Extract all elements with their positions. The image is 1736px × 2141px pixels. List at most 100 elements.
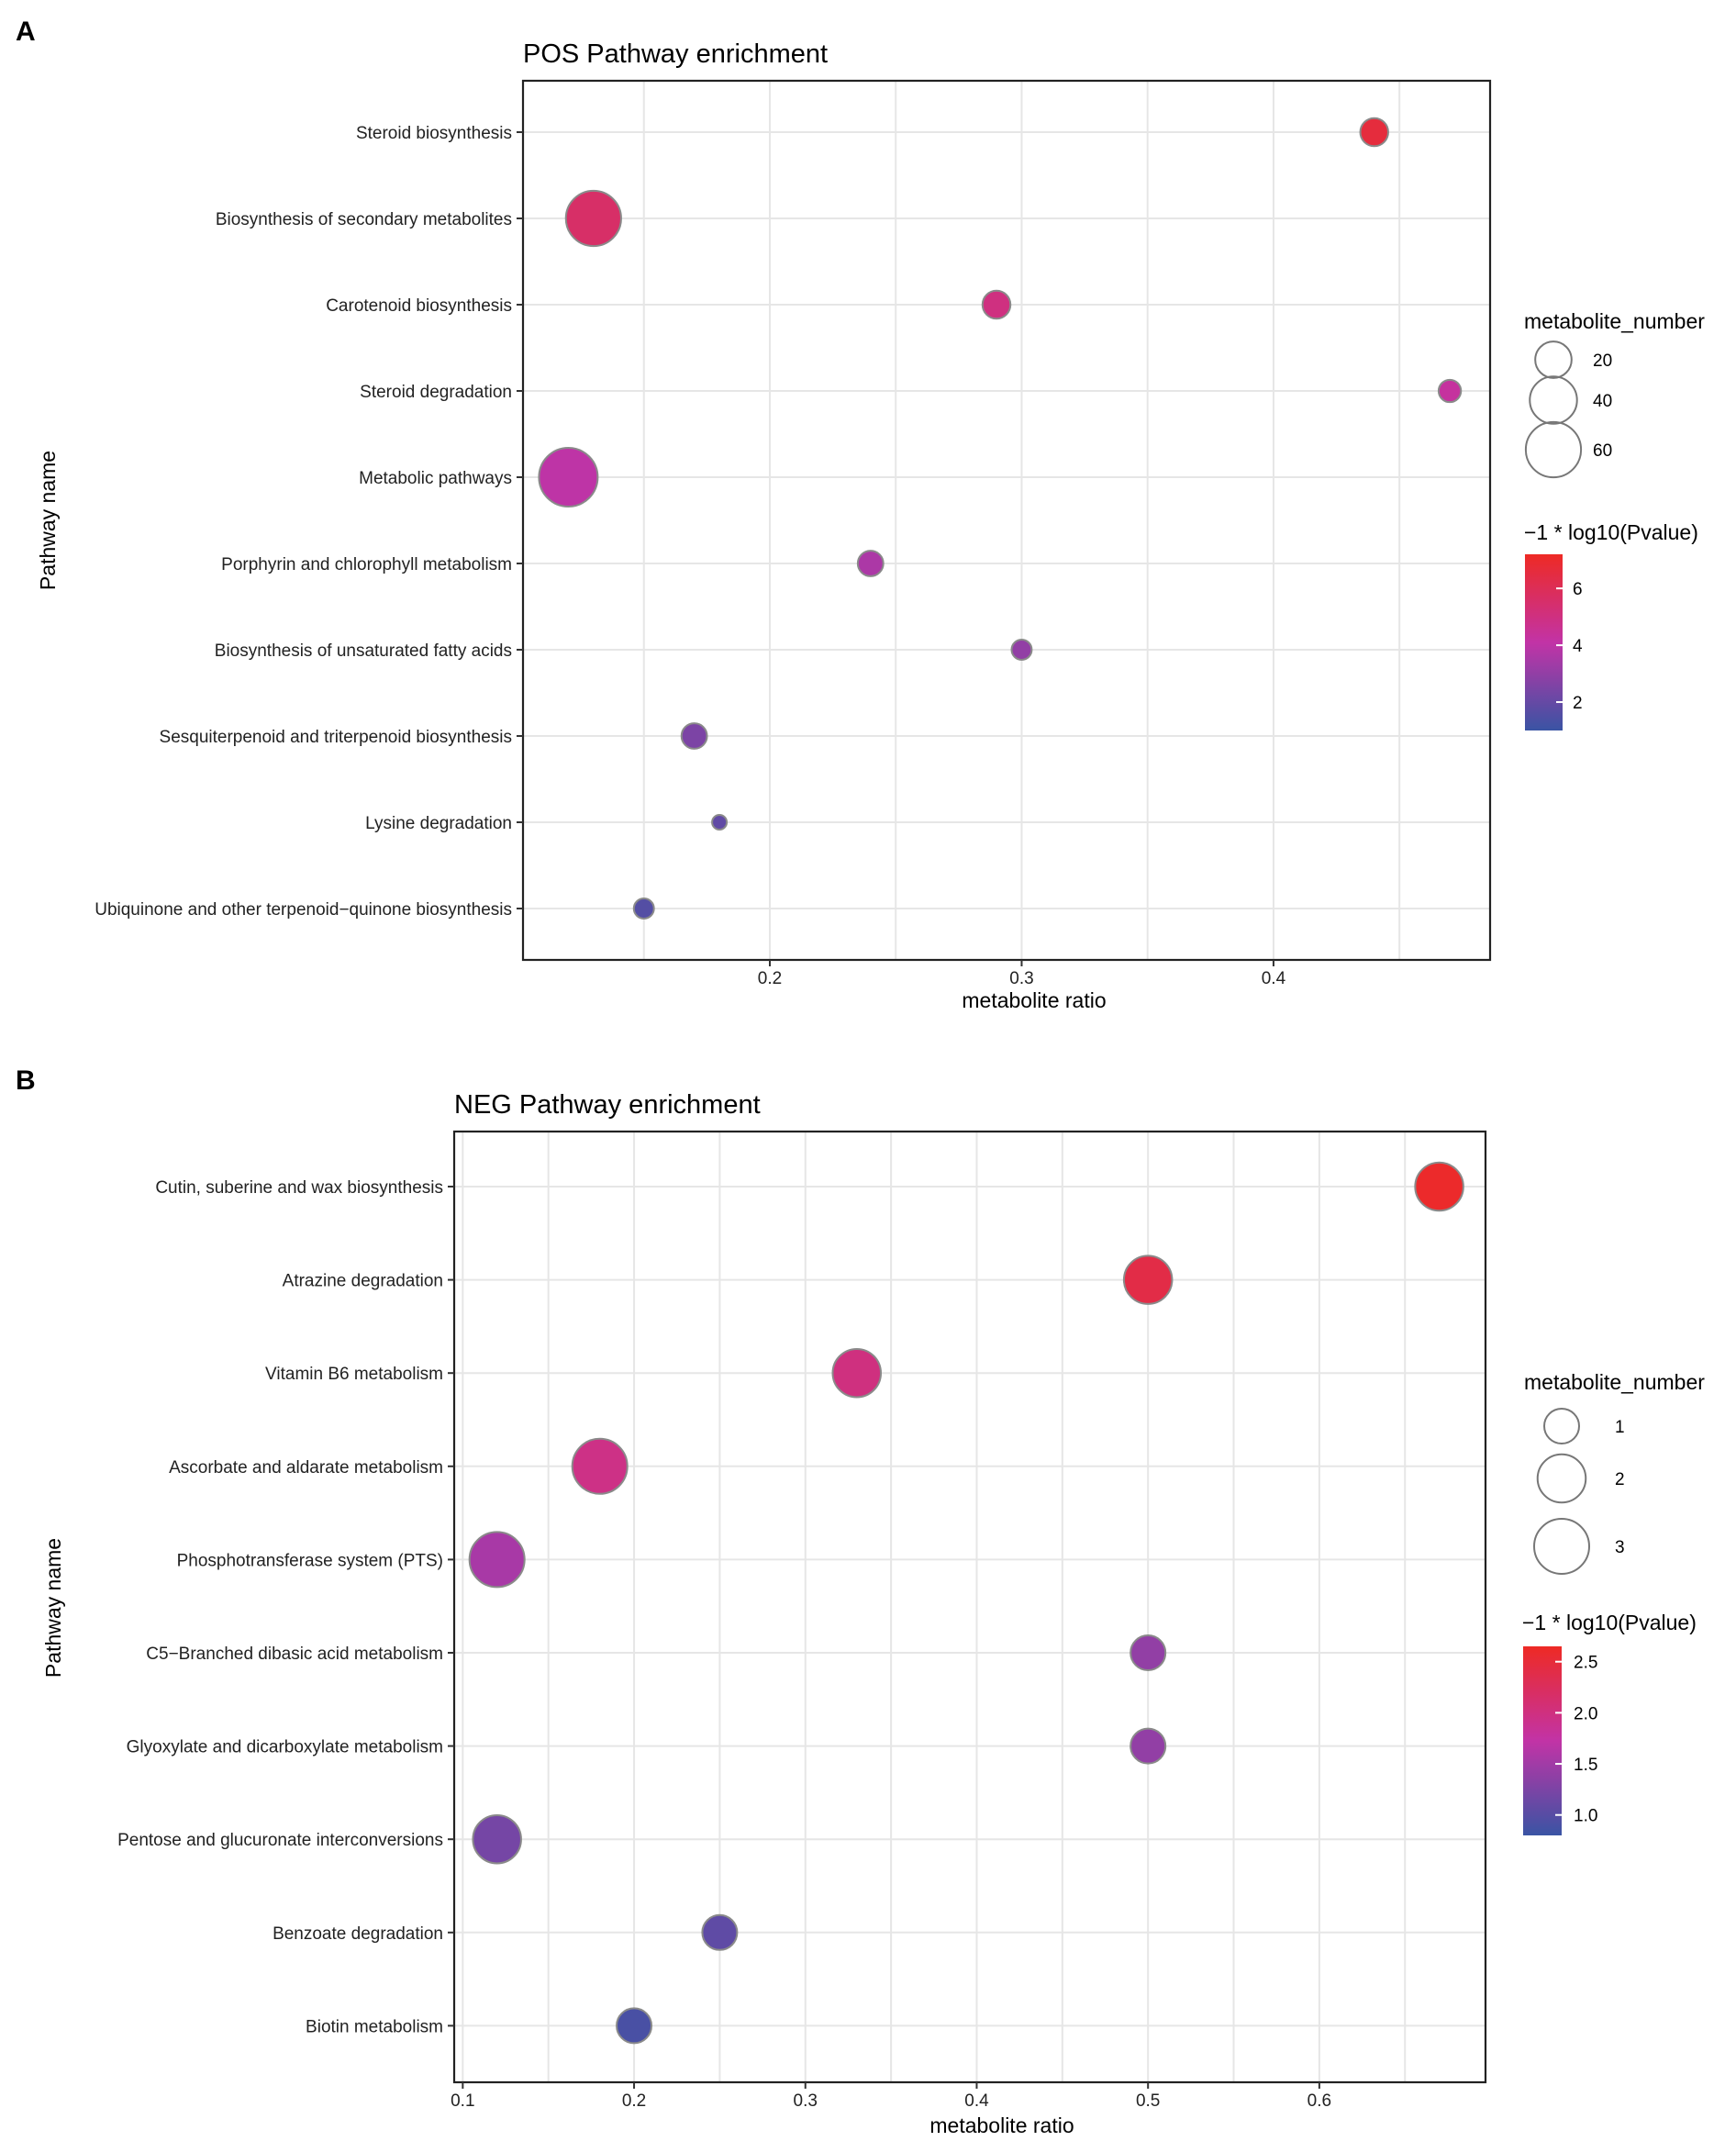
colorbar-tick-label: 2.5 <box>1574 1654 1597 1673</box>
panel-letter-b: B <box>16 1065 36 1096</box>
data-point <box>1122 1254 1174 1305</box>
colorbar-tick-label: 6 <box>1573 580 1583 599</box>
plot-border-b <box>452 1130 1487 2084</box>
x-tick-label: 0.4 <box>1262 969 1286 988</box>
grid-a <box>523 81 1490 960</box>
y-tick-label: Pentose and glucuronate interconversions <box>117 1831 443 1850</box>
x-tick-label: 0.2 <box>622 2091 646 2111</box>
data-point <box>701 1913 739 1951</box>
x-tick-label: 0.2 <box>758 969 782 988</box>
data-point <box>1414 1161 1464 1212</box>
x-tick-label: 0.4 <box>964 2091 989 2111</box>
data-point <box>856 550 885 577</box>
data-point <box>1359 117 1389 148</box>
y-tick-label: Lysine degradation <box>365 814 512 833</box>
points-b <box>468 1161 1464 2045</box>
chart-title-b: NEG Pathway enrichment <box>454 1090 761 1120</box>
y-tick-label: Sesquiterpenoid and triterpenoid biosynt… <box>160 728 512 747</box>
data-point <box>564 189 622 248</box>
data-point <box>1437 378 1463 404</box>
y-tick-label: Atrazine degradation <box>283 1272 443 1291</box>
data-point <box>616 2007 653 2045</box>
data-point <box>831 1347 883 1399</box>
colorbar-tick-label: 4 <box>1573 637 1583 656</box>
size-legend-label: 1 <box>1615 1418 1625 1437</box>
y-tick-label: Steroid biosynthesis <box>356 124 512 143</box>
size-legend-label: 20 <box>1593 351 1612 371</box>
colorbar-tick-label: 2 <box>1573 694 1583 713</box>
colorbar-tick-label: 1.0 <box>1574 1807 1597 1826</box>
y-tick-label: Carotenoid biosynthesis <box>326 296 512 316</box>
color-legend-a: −1 * log10(Pvalue) 6 4 2 <box>1524 520 1698 730</box>
y-axis-title-a: Pathway name <box>36 451 60 590</box>
data-point <box>632 898 655 920</box>
x-axis-b: 0.1 0.2 0.3 0.4 0.5 0.6 <box>451 2082 1331 2111</box>
x-tick-label: 0.5 <box>1136 2091 1160 2111</box>
points-a <box>538 117 1463 920</box>
size-legend-label: 60 <box>1593 441 1612 461</box>
size-legend-label: 3 <box>1615 1538 1625 1557</box>
x-tick-label: 0.6 <box>1308 2091 1331 2111</box>
x-tick-label: 0.1 <box>451 2091 474 2111</box>
y-tick-label: Benzoate degradation <box>273 1924 443 1944</box>
size-legend-items-a: 20 40 60 <box>1524 340 1612 479</box>
data-point <box>981 289 1012 320</box>
y-tick-label: Biotin metabolism <box>306 2017 443 2036</box>
x-axis-title-a: metabolite ratio <box>962 988 1106 1012</box>
color-legend-b: −1 * log10(Pvalue) 2.5 2.0 1.5 1.0 <box>1522 1611 1697 1835</box>
y-tick-label: Metabolic pathways <box>359 469 512 488</box>
x-axis-a: 0.2 0.3 0.4 <box>758 960 1286 988</box>
panel-b: B NEG Pathway enrichment Cutin, suberine… <box>16 1065 1705 2137</box>
colorbar-ticks-b: 2.5 2.0 1.5 1.0 <box>1555 1654 1597 1826</box>
y-tick-label: Porphyrin and chlorophyll metabolism <box>221 555 512 574</box>
y-tick-label: Biosynthesis of secondary metabolites <box>216 210 512 229</box>
data-point <box>538 447 599 507</box>
color-legend-title-a: −1 * log10(Pvalue) <box>1524 520 1698 544</box>
panel-a: A POS Pathway enrichment Steroid biosynt… <box>16 17 1705 1012</box>
y-tick-label: Phosphotransferase system (PTS) <box>177 1551 443 1570</box>
data-point <box>711 814 729 831</box>
colorbar-tick-label: 1.5 <box>1574 1756 1597 1775</box>
size-legend-circle <box>1529 375 1578 425</box>
data-point <box>472 1813 522 1865</box>
colorbar-b <box>1523 1646 1562 1835</box>
size-legend-label: 40 <box>1593 392 1612 411</box>
data-point <box>1010 639 1033 661</box>
size-legend-a: metabolite_number 20 40 60 <box>1524 309 1705 479</box>
y-tick-label: Ascorbate and aldarate metabolism <box>169 1458 443 1478</box>
y-axis-a: Steroid biosynthesis Biosynthesis of seco… <box>95 124 523 920</box>
size-legend-circle <box>1534 340 1573 379</box>
colorbar-a <box>1525 554 1563 730</box>
data-point <box>571 1437 629 1495</box>
y-tick-label: Cutin, suberine and wax biosynthesis <box>155 1178 443 1198</box>
size-legend-circle <box>1536 1453 1587 1504</box>
data-point <box>680 722 708 750</box>
size-legend-title-b: metabolite_number <box>1524 1370 1705 1394</box>
data-point <box>1130 1727 1167 1765</box>
size-legend-circle <box>1543 1408 1580 1444</box>
y-tick-label: Vitamin B6 metabolism <box>265 1365 443 1384</box>
size-legend-items-b: 1 2 3 <box>1533 1408 1625 1575</box>
y-tick-label: Ubiquinone and other terpenoid−quinone b… <box>95 900 512 920</box>
size-legend-label: 2 <box>1615 1470 1625 1489</box>
x-axis-title-b: metabolite ratio <box>929 2113 1074 2137</box>
y-tick-label: C5−Branched dibasic acid metabolism <box>146 1645 443 1664</box>
y-tick-label: Biosynthesis of unsaturated fatty acids <box>215 641 512 661</box>
size-legend-circle <box>1524 420 1583 479</box>
color-legend-title-b: −1 * log10(Pvalue) <box>1522 1611 1697 1634</box>
panel-letter-a: A <box>16 17 36 47</box>
size-legend-circle <box>1533 1518 1590 1575</box>
data-point <box>468 1531 526 1589</box>
chart-title-a: POS Pathway enrichment <box>523 39 828 69</box>
data-point <box>1130 1634 1167 1671</box>
y-tick-label: Steroid degradation <box>360 383 512 402</box>
plot-border-a <box>521 79 1492 962</box>
colorbar-ticks-a: 6 4 2 <box>1556 580 1583 713</box>
x-tick-label: 0.3 <box>1009 969 1033 988</box>
size-legend-b: metabolite_number 1 2 3 <box>1524 1370 1705 1575</box>
colorbar-tick-label: 2.0 <box>1574 1704 1597 1723</box>
size-legend-title-a: metabolite_number <box>1524 309 1705 333</box>
y-tick-label: Glyoxylate and dicarboxylate metabolism <box>127 1738 443 1757</box>
